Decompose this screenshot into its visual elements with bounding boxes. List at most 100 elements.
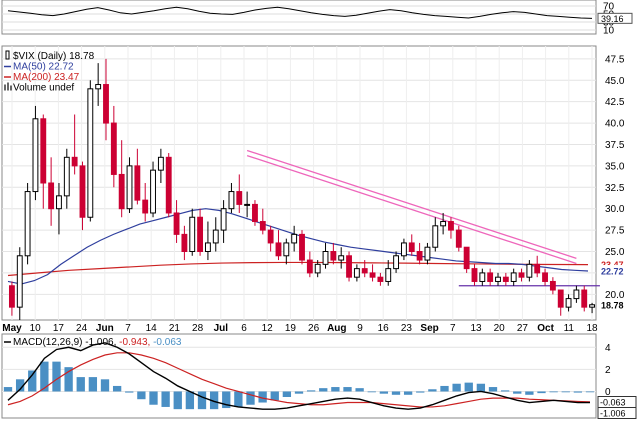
ma200-line bbox=[7, 261, 589, 277]
candle bbox=[432, 225, 439, 248]
macd-histogram-bar bbox=[452, 383, 461, 392]
macd-histogram-bar bbox=[149, 391, 158, 405]
candle bbox=[377, 276, 384, 282]
candle bbox=[299, 233, 305, 261]
candle bbox=[455, 229, 462, 248]
macd-histogram-bar bbox=[525, 391, 534, 395]
candle bbox=[236, 191, 243, 205]
price-tick-label: 45.0 bbox=[605, 76, 625, 87]
candle bbox=[103, 84, 109, 124]
x-axis-label: 10 bbox=[30, 323, 42, 334]
candle bbox=[385, 268, 392, 282]
price-tick-label: 32.5 bbox=[605, 183, 625, 194]
candle bbox=[557, 289, 564, 308]
candle bbox=[338, 255, 345, 261]
x-axis-label: 21 bbox=[169, 323, 181, 334]
candle bbox=[126, 165, 133, 210]
macd-legend-label: MACD(12,26,9) bbox=[13, 337, 85, 348]
candle bbox=[369, 272, 376, 278]
macd-histogram-bar bbox=[76, 377, 85, 392]
x-axis-label: 23 bbox=[401, 323, 413, 334]
candle bbox=[8, 285, 15, 308]
candle bbox=[510, 272, 517, 282]
macd-histogram-bar bbox=[573, 391, 583, 393]
candle bbox=[259, 221, 266, 231]
macd-value-tag-label: -1.006 bbox=[600, 409, 626, 419]
candle bbox=[471, 268, 478, 282]
candle bbox=[353, 268, 360, 278]
candle bbox=[487, 272, 494, 282]
macd-histogram-bar bbox=[100, 379, 110, 392]
macd-hist-tag-label: -0.063 bbox=[600, 398, 626, 408]
candle bbox=[534, 263, 541, 274]
candle bbox=[440, 221, 447, 227]
ma50-line bbox=[7, 208, 589, 285]
candle bbox=[463, 246, 470, 270]
macd-histogram-bar bbox=[161, 391, 170, 407]
price-tick-label: 20.0 bbox=[605, 290, 625, 301]
price-tick-label: 42.5 bbox=[605, 97, 625, 108]
macd-tick-label: 2 bbox=[605, 365, 611, 376]
macd-histogram-bar bbox=[258, 391, 267, 403]
resistance-trendline bbox=[246, 149, 577, 259]
price-panel: 47.5 45.0 42.5 40.0 37.5 35.0 32.5 30.0 27.5 25.0… bbox=[1, 45, 633, 334]
macd-histogram-bar bbox=[88, 377, 98, 392]
macd-histogram-bar bbox=[549, 391, 558, 393]
macd-histogram-bar bbox=[294, 391, 304, 394]
macd-histogram-bar bbox=[513, 391, 522, 394]
candle bbox=[40, 118, 47, 184]
candle bbox=[502, 276, 509, 282]
macd-histogram-bar bbox=[185, 391, 195, 410]
rsi-value-label: 39.16 bbox=[601, 14, 624, 24]
macd-histogram-bar bbox=[306, 390, 316, 392]
macd-histogram-bar bbox=[379, 391, 389, 394]
price-tick-label: 37.5 bbox=[605, 140, 625, 151]
price-tick-label: 35.0 bbox=[605, 161, 625, 172]
candle bbox=[275, 242, 282, 257]
candle bbox=[244, 203, 251, 206]
macd-histogram-bar bbox=[355, 388, 364, 392]
candle bbox=[565, 298, 572, 308]
rsi-panel: 7050301039.16 bbox=[1, 0, 633, 37]
candle bbox=[197, 216, 204, 252]
candle bbox=[110, 122, 117, 175]
legend-swatch bbox=[10, 85, 12, 91]
x-axis-label: 18 bbox=[586, 323, 598, 334]
candle bbox=[589, 304, 596, 308]
macd-histogram-bar bbox=[476, 383, 486, 392]
x-axis-label: Jun bbox=[96, 323, 114, 334]
candle bbox=[118, 173, 125, 210]
close-tag-label: 18.78 bbox=[601, 300, 624, 310]
candle bbox=[142, 199, 149, 214]
macd-histogram-bar bbox=[343, 387, 352, 392]
candle bbox=[24, 191, 31, 257]
candle bbox=[87, 88, 94, 218]
rsi-line bbox=[7, 6, 593, 19]
rsi-value-box bbox=[597, 12, 633, 24]
macd-histogram-bar bbox=[234, 391, 243, 407]
macd-value-tag-box bbox=[597, 407, 637, 419]
candle bbox=[416, 251, 423, 261]
x-axis-label: Oct bbox=[537, 323, 554, 334]
candle bbox=[424, 246, 431, 261]
candle bbox=[252, 203, 258, 223]
macd-histogram-bar bbox=[28, 370, 37, 392]
macd-legend-hist: -0.063 bbox=[153, 337, 182, 348]
macd-histogram-bar bbox=[246, 391, 255, 405]
macd-histogram-bar bbox=[403, 391, 413, 395]
macd-histogram-bar bbox=[488, 387, 498, 392]
candle bbox=[212, 229, 219, 244]
x-axis-label: 24 bbox=[76, 323, 88, 334]
candle bbox=[408, 242, 415, 252]
candle bbox=[63, 156, 70, 197]
x-axis-label: 26 bbox=[308, 323, 320, 334]
macd-histogram-bar bbox=[585, 391, 595, 393]
candle bbox=[267, 229, 274, 244]
candle bbox=[56, 195, 62, 210]
macd-histogram-bar bbox=[282, 391, 292, 397]
candle bbox=[448, 221, 454, 231]
ma50-tag-label: 22.72 bbox=[601, 267, 624, 277]
macd-tick-label: 4 bbox=[605, 343, 611, 354]
